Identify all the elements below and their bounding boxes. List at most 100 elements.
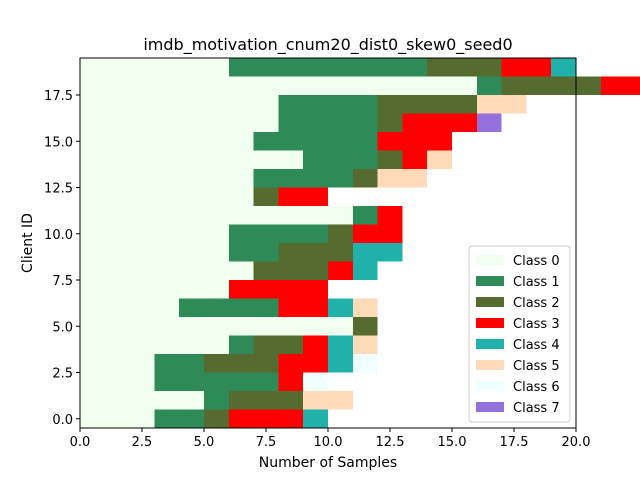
legend-label: Class 5 [513,359,560,374]
y-tick-label: 12.5 [44,182,73,197]
bar-client-14-class-2 [377,150,403,169]
bar-client-0-class-3 [228,409,304,428]
bar-client-9-class-1 [228,243,279,262]
x-axis-label: Number of Samples [259,455,397,471]
x-tick-label: 15.0 [438,435,467,450]
legend-swatch [476,360,504,370]
bar-client-3-class-4 [328,354,353,373]
bar-client-1-class-5 [303,391,353,410]
bar-client-6-class-3 [278,298,328,317]
bar-client-5-class-0 [80,317,353,336]
bar-client-4-class-1 [228,335,254,354]
y-tick-label: 0.0 [52,413,73,428]
bar-client-14-class-1 [303,150,378,169]
bar-client-10-class-1 [228,224,328,243]
bar-client-3-class-3 [278,354,328,373]
bar-client-18-class-1 [476,76,502,95]
bar-client-0-class-1 [154,409,204,428]
x-tick-label: 5.0 [194,435,215,450]
bar-client-4-class-0 [80,335,229,354]
bar-client-13-class-2 [352,169,378,188]
bar-client-13-class-5 [377,169,428,188]
bar-client-4-class-4 [328,335,353,354]
x-tick-label: 20.0 [562,435,591,450]
legend-swatch [476,381,504,391]
bar-client-2-class-6 [303,372,328,391]
x-tick-label: 12.5 [376,435,405,450]
x-axis-ticks: 0.0 2.5 5.0 7.5 10.0 12.5 15.0 17.5 20.0 [70,428,591,450]
bar-client-12-class-0 [80,187,254,206]
bar-client-8-class-2 [253,261,328,280]
bar-client-6-class-1 [179,298,279,317]
bar-client-17-class-0 [80,95,279,114]
bar-client-1-class-1 [204,391,229,410]
legend-label: Class 1 [513,275,560,290]
x-tick-label: 10.0 [314,435,343,450]
bar-client-14-class-3 [402,150,428,169]
bar-client-16-class-0 [80,113,279,132]
bar-client-7-class-0 [80,280,229,299]
bar-client-16-class-7 [476,113,502,132]
y-tick-label: 2.5 [52,367,73,382]
bar-client-14-class-5 [427,150,452,169]
bar-client-2-class-1 [154,372,279,391]
y-axis-label: Client ID [20,213,36,273]
bar-client-3-class-1 [154,354,204,373]
bar-client-4-class-3 [303,335,328,354]
legend-swatch [476,318,504,328]
legend-label: Class 6 [513,380,560,395]
bar-client-4-class-2 [253,335,304,354]
bar-client-15-class-3 [377,132,452,151]
bar-client-2-class-3 [278,372,304,391]
legend-swatch [476,402,504,412]
bar-client-8-class-3 [328,261,353,280]
bar-client-5-class-2 [352,317,378,336]
bar-client-13-class-0 [80,169,254,188]
bar-client-11-class-3 [377,206,403,225]
bar-client-6-class-5 [352,298,378,317]
bar-client-15-class-0 [80,132,254,151]
bar-client-19-class-3 [501,58,552,77]
bar-client-11-class-1 [352,206,378,225]
legend-swatch [476,297,504,307]
bar-client-17-class-2 [377,95,477,114]
bar-client-2-class-0 [80,372,155,391]
bar-client-10-class-2 [328,224,353,243]
bar-client-9-class-4 [352,243,403,262]
bar-client-18-class-2 [501,76,601,95]
x-tick-label: 2.5 [132,435,153,450]
bar-client-12-class-3 [278,187,328,206]
bar-client-12-class-2 [253,187,279,206]
y-tick-label: 5.0 [52,320,73,335]
bar-client-9-class-2 [278,243,353,262]
y-tick-label: 10.0 [44,228,73,243]
legend-label: Class 0 [513,254,560,269]
bar-client-16-class-2 [377,113,403,132]
legend: Class 0 Class 1 Class 2 Class 3 Class 4 Class… [468,245,571,423]
y-tick-label: 17.5 [44,89,73,104]
bar-client-4-class-5 [352,335,378,354]
y-axis-ticks: 0.0 2.5 5.0 7.5 10.0 12.5 15.0 17.5 [44,89,80,428]
y-tick-label: 15.0 [44,135,73,150]
legend-label: Class 3 [513,317,560,332]
legend-label: Class 7 [513,401,560,416]
bar-client-18-class-0 [80,76,477,95]
bars-group [80,58,640,428]
legend-swatch [476,276,504,286]
bar-client-0-class-2 [204,409,229,428]
bar-client-0-class-0 [80,409,155,428]
bar-client-8-class-4 [352,261,378,280]
bar-client-3-class-2 [204,354,279,373]
bar-client-6-class-0 [80,298,180,317]
legend-label: Class 4 [513,338,560,353]
legend-label: Class 2 [513,296,560,311]
bar-client-6-class-4 [328,298,353,317]
bar-client-1-class-0 [80,391,204,410]
bar-client-7-class-3 [228,280,328,299]
bar-client-16-class-3 [402,113,477,132]
bar-client-14-class-0 [80,150,304,169]
y-tick-label: 7.5 [52,274,73,289]
bar-client-9-class-0 [80,243,229,262]
bar-client-19-class-4 [551,58,576,77]
